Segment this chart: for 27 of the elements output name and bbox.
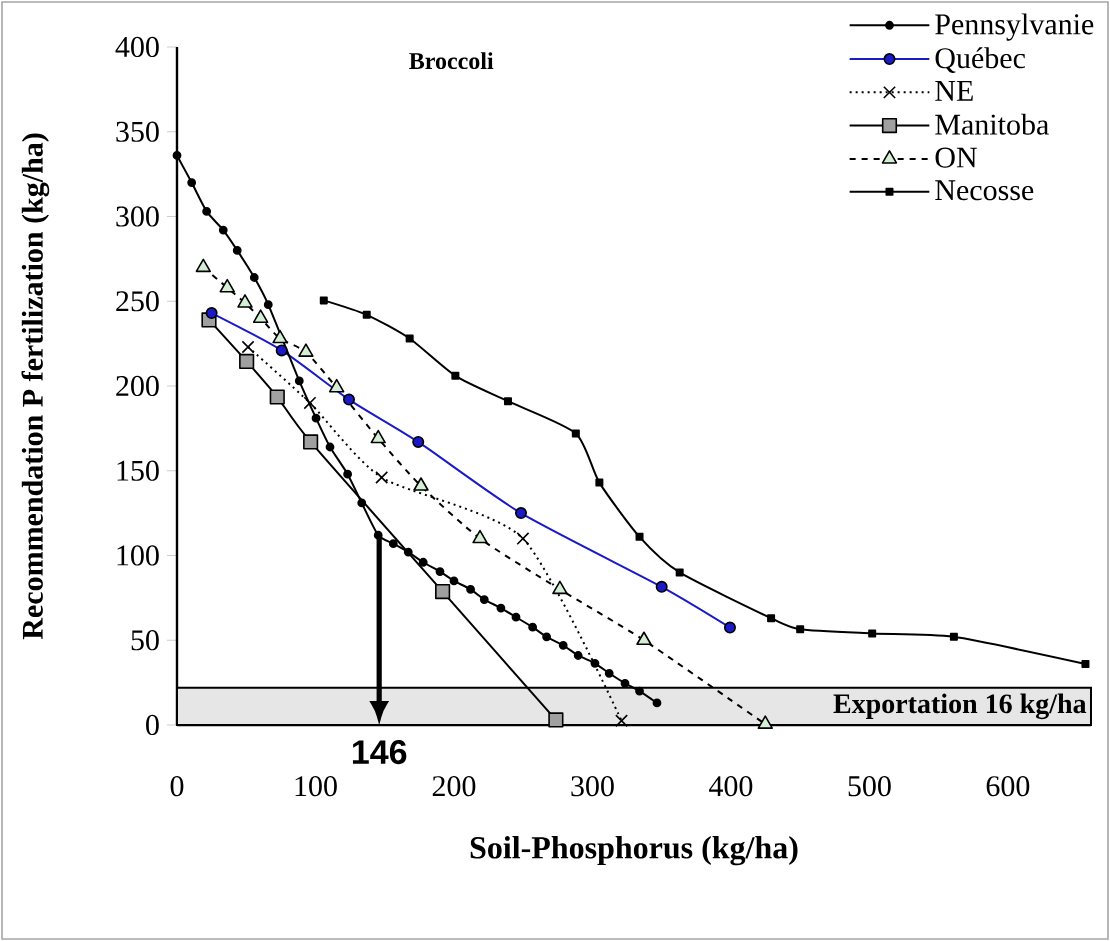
legend-label: Necosse (935, 180, 1034, 201)
y-tick-label: 250 (116, 291, 159, 312)
x-tick-label: 400 (709, 776, 753, 797)
x-tick-label: 300 (571, 776, 614, 797)
y-tick-label: 100 (117, 545, 159, 566)
legend-label: Manitoba (935, 113, 1049, 135)
band-label: Exportation 16 kg/ha (833, 693, 1087, 720)
x-tick-label: 500 (848, 776, 891, 797)
legend-label: NE (935, 81, 973, 101)
annotation: 146 (352, 740, 407, 765)
x-tick-label: 0 (170, 776, 184, 797)
x-axis-title: Soil-Phosphorus (kg/ha) (470, 836, 798, 866)
y-tick-label: 350 (116, 121, 159, 142)
y-tick-label: 0 (146, 714, 159, 736)
y-tick-label: 400 (115, 36, 159, 58)
y-tick-label: 300 (116, 206, 159, 227)
x-tick-label: 100 (295, 776, 337, 797)
legend-label: ON (935, 147, 977, 168)
x-tick-label: 200 (432, 776, 476, 797)
x-tick-label: 600 (986, 776, 1030, 797)
y-tick-label: 50 (131, 630, 159, 651)
y-tick-label: 150 (117, 460, 159, 481)
chart-title: Broccoli (409, 52, 494, 70)
legend-label: Pennsylvanie (935, 13, 1094, 41)
y-axis-title: Recommendation P fertilization (kg/ha) (21, 133, 50, 640)
legend-label: Québec (935, 47, 1026, 73)
y-tick-label: 200 (116, 375, 159, 397)
